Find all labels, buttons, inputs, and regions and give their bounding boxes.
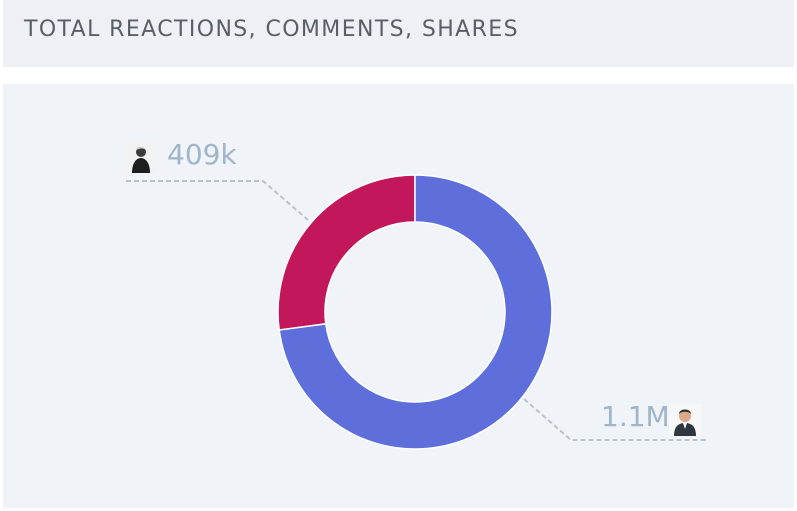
donut-slice-1-1m[interactable] — [278, 174, 553, 450]
chart-title: TOTAL REACTIONS, COMMENTS, SHARES — [24, 17, 519, 42]
person-portrait-icon — [125, 141, 157, 173]
person-portrait-icon — [669, 404, 701, 436]
avatar-409k — [125, 141, 157, 173]
chart-header: TOTAL REACTIONS, COMMENTS, SHARES — [3, 0, 794, 67]
leader-line-1-1m — [523, 398, 706, 441]
donut-slices — [277, 174, 553, 450]
value-label-409k: 409k — [167, 138, 237, 171]
chart-panel: 409k 1.1M — [3, 84, 794, 508]
avatar-1-1m — [669, 404, 701, 436]
value-label-1-1m: 1.1M — [601, 400, 670, 433]
donut-slice-409k[interactable] — [277, 174, 416, 331]
leader-line-409k — [126, 180, 309, 221]
donut-chart — [126, 174, 706, 450]
